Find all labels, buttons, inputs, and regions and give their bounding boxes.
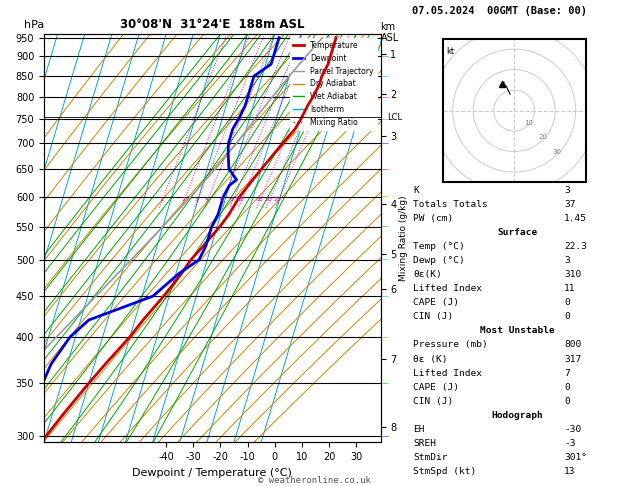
- Text: Lifted Index: Lifted Index: [413, 284, 482, 293]
- Text: CAPE (J): CAPE (J): [413, 298, 459, 307]
- Text: EH: EH: [413, 425, 425, 434]
- Text: -3: -3: [564, 439, 576, 448]
- Text: CIN (J): CIN (J): [413, 397, 454, 406]
- Text: 07.05.2024  00GMT (Base: 00): 07.05.2024 00GMT (Base: 00): [412, 6, 587, 16]
- Text: 11: 11: [564, 284, 576, 293]
- Text: —: —: [381, 53, 389, 59]
- Text: —: —: [381, 117, 389, 122]
- Text: 4: 4: [204, 197, 209, 203]
- Text: Surface: Surface: [498, 228, 537, 237]
- Title: 30°08'N  31°24'E  188m ASL: 30°08'N 31°24'E 188m ASL: [120, 18, 304, 32]
- Text: —: —: [381, 224, 389, 230]
- Text: 2: 2: [181, 197, 185, 203]
- Text: —: —: [381, 94, 389, 100]
- Text: 301°: 301°: [564, 453, 587, 462]
- Text: 37: 37: [564, 200, 576, 208]
- Text: 10: 10: [237, 197, 245, 203]
- Text: —: —: [381, 35, 389, 41]
- Text: 20: 20: [538, 134, 547, 140]
- Text: Pressure (mb): Pressure (mb): [413, 340, 488, 349]
- Text: 310: 310: [564, 270, 581, 279]
- Text: 0: 0: [564, 397, 570, 406]
- Text: —: —: [381, 380, 389, 386]
- Text: 20: 20: [264, 197, 272, 203]
- Text: 8: 8: [230, 197, 234, 203]
- Text: —: —: [381, 193, 389, 200]
- Text: 25: 25: [274, 197, 281, 203]
- Text: 7: 7: [564, 368, 570, 378]
- Legend: Temperature, Dewpoint, Parcel Trajectory, Dry Adiabat, Wet Adiabat, Isotherm, Mi: Temperature, Dewpoint, Parcel Trajectory…: [289, 38, 377, 130]
- Text: 6: 6: [220, 197, 223, 203]
- Text: Lifted Index: Lifted Index: [413, 368, 482, 378]
- Text: © weatheronline.co.uk: © weatheronline.co.uk: [258, 476, 371, 485]
- Text: CAPE (J): CAPE (J): [413, 382, 459, 392]
- Text: 22.3: 22.3: [564, 242, 587, 251]
- Text: PW (cm): PW (cm): [413, 214, 454, 223]
- Text: Dewp (°C): Dewp (°C): [413, 256, 465, 265]
- Text: 3: 3: [564, 186, 570, 195]
- Text: CIN (J): CIN (J): [413, 312, 454, 321]
- Text: km
ASL: km ASL: [381, 22, 399, 43]
- X-axis label: Dewpoint / Temperature (°C): Dewpoint / Temperature (°C): [132, 468, 292, 478]
- Text: 3: 3: [195, 197, 199, 203]
- Text: 1.45: 1.45: [564, 214, 587, 223]
- Y-axis label: Mixing Ratio (g/kg): Mixing Ratio (g/kg): [399, 195, 408, 281]
- Text: —: —: [381, 73, 389, 79]
- Text: 0: 0: [564, 298, 570, 307]
- Text: kt: kt: [447, 47, 455, 56]
- Text: θε (K): θε (K): [413, 354, 448, 364]
- Text: StmSpd (kt): StmSpd (kt): [413, 467, 477, 476]
- Text: LCL: LCL: [387, 113, 403, 122]
- Text: 800: 800: [564, 340, 581, 349]
- Text: 0: 0: [564, 312, 570, 321]
- Text: —: —: [381, 334, 389, 340]
- Text: Most Unstable: Most Unstable: [480, 327, 555, 335]
- Text: 10: 10: [524, 120, 533, 126]
- Text: StmDir: StmDir: [413, 453, 448, 462]
- Text: hPa: hPa: [24, 20, 44, 30]
- Text: —: —: [381, 434, 389, 439]
- Text: -30: -30: [564, 425, 581, 434]
- Text: Temp (°C): Temp (°C): [413, 242, 465, 251]
- Text: SREH: SREH: [413, 439, 437, 448]
- Text: 13: 13: [564, 467, 576, 476]
- Text: 0: 0: [564, 382, 570, 392]
- Text: —: —: [381, 140, 389, 146]
- Text: —: —: [381, 293, 389, 299]
- Text: Hodograph: Hodograph: [491, 411, 543, 420]
- Text: θε(K): θε(K): [413, 270, 442, 279]
- Text: K: K: [413, 186, 419, 195]
- Text: 30: 30: [553, 149, 562, 155]
- Text: 1: 1: [159, 197, 163, 203]
- Text: —: —: [381, 257, 389, 263]
- Text: 16: 16: [255, 197, 263, 203]
- Text: Totals Totals: Totals Totals: [413, 200, 488, 208]
- Text: 3: 3: [564, 256, 570, 265]
- Text: —: —: [381, 166, 389, 172]
- Text: 317: 317: [564, 354, 581, 364]
